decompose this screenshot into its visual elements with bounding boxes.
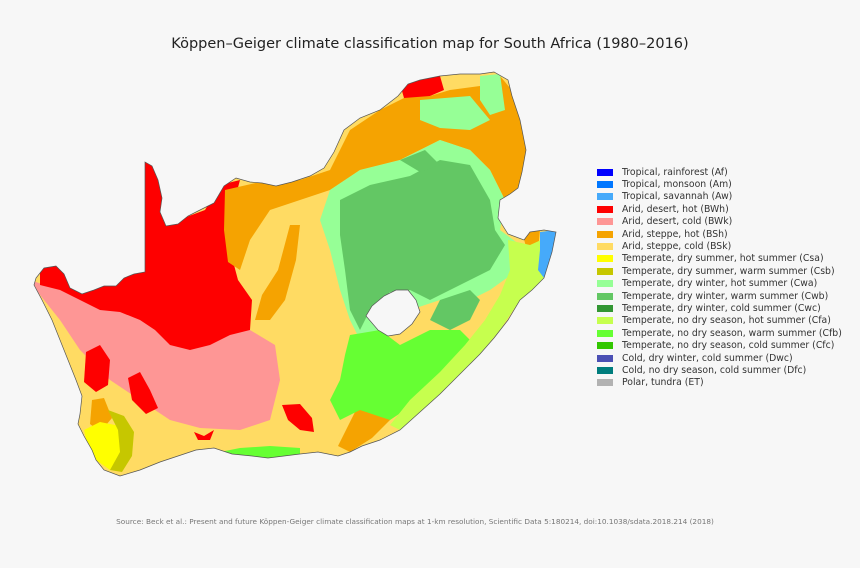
legend-swatch [597,243,613,251]
legend-label: Arid, desert, hot (BWh) [622,203,729,215]
legend-swatch [597,292,613,300]
legend-label: Temperate, no dry season, hot summer (Cf… [622,315,831,327]
legend-label: Tropical, monsoon (Am) [622,179,732,191]
legend-item-af: Tropical, rainforest (Af) [597,166,842,178]
legend-swatch [597,354,613,362]
legend-item-dfc: Cold, no dry season, cold summer (Dfc) [597,364,842,376]
legend-label: Temperate, no dry season, warm summer (C… [622,327,842,339]
legend-label: Temperate, dry winter, cold summer (Cwc) [622,302,821,314]
legend-item-cwb: Temperate, dry winter, warm summer (Cwb) [597,290,842,302]
legend-swatch [597,317,613,325]
legend-label: Temperate, dry summer, hot summer (Csa) [622,253,824,265]
map-title: Köppen–Geiger climate classification map… [171,36,689,52]
legend-item-et: Polar, tundra (ET) [597,377,842,389]
legend-label: Temperate, dry winter, warm summer (Cwb) [622,290,829,302]
legend-swatch [597,230,613,238]
legend-swatch [597,280,613,288]
legend-item-cfb: Temperate, no dry season, warm summer (C… [597,327,842,339]
legend-label: Polar, tundra (ET) [622,377,704,389]
legend-item-cfc: Temperate, no dry season, cold summer (C… [597,339,842,351]
legend-item-aw: Tropical, savannah (Aw) [597,191,842,203]
source-citation: Source: Beck et al.: Present and future … [116,517,714,526]
legend-swatch [597,255,613,263]
legend-swatch [597,304,613,312]
legend-item-cwc: Temperate, dry winter, cold summer (Cwc) [597,302,842,314]
legend-swatch [597,342,613,350]
legend-label: Cold, dry winter, cold summer (Dwc) [622,352,793,364]
legend-swatch [597,193,613,201]
legend: Tropical, rainforest (Af) Tropical, monso… [597,166,842,389]
legend-swatch [597,329,613,337]
legend-item-cwa: Temperate, dry winter, hot summer (Cwa) [597,278,842,290]
legend-swatch [597,366,613,374]
legend-label: Arid, steppe, cold (BSk) [622,241,732,253]
legend-label: Temperate, dry winter, hot summer (Cwa) [622,278,818,290]
legend-item-bwk: Arid, desert, cold (BWk) [597,216,842,228]
legend-item-dwc: Cold, dry winter, cold summer (Dwc) [597,352,842,364]
legend-item-cfa: Temperate, no dry season, hot summer (Cf… [597,315,842,327]
legend-label: Arid, desert, cold (BWk) [622,216,733,228]
legend-swatch [597,205,613,213]
lesotho-enclave [365,289,421,337]
legend-item-bsh: Arid, steppe, hot (BSh) [597,228,842,240]
legend-label: Cold, no dry season, cold summer (Dfc) [622,364,807,376]
legend-swatch [597,168,613,176]
legend-swatch [597,218,613,226]
legend-item-am: Tropical, monsoon (Am) [597,178,842,190]
legend-label: Tropical, savannah (Aw) [622,191,733,203]
legend-item-csb: Temperate, dry summer, warm summer (Csb) [597,265,842,277]
legend-item-bwh: Arid, desert, hot (BWh) [597,203,842,215]
legend-label: Tropical, rainforest (Af) [622,166,728,178]
legend-swatch [597,267,613,275]
legend-item-bsk: Arid, steppe, cold (BSk) [597,240,842,252]
legend-label: Arid, steppe, hot (BSh) [622,228,728,240]
legend-label: Temperate, no dry season, cold summer (C… [622,340,835,352]
legend-swatch [597,181,613,189]
legend-item-csa: Temperate, dry summer, hot summer (Csa) [597,253,842,265]
legend-swatch [597,379,613,387]
legend-label: Temperate, dry summer, warm summer (Csb) [622,265,835,277]
